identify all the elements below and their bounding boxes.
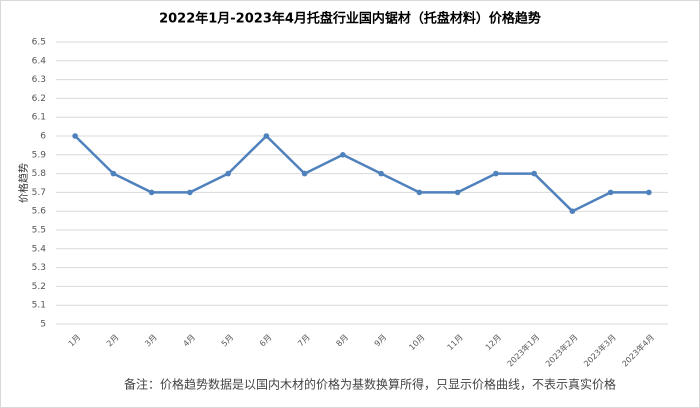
data-line [74,134,649,213]
y-tick-label: 5.3 [32,263,46,273]
y-tick-label: 6.5 [32,38,46,48]
y-tick-label: 5.2 [32,282,46,292]
data-point [110,170,117,177]
data-point [607,189,614,196]
y-tick-label: 6 [40,132,46,142]
data-point [569,208,576,214]
data-point [340,152,346,158]
chart-title: 2022年1月-2023年4月托盘行业国内锯材（托盘材料）价格趋势 [159,11,541,27]
data-point [225,170,231,177]
data-point [646,189,652,196]
y-tick-label: 6.1 [32,113,46,123]
data-point [378,170,384,177]
data-point [301,170,308,177]
data-point [454,189,461,196]
y-axis-label: 价格趋势 [17,163,30,203]
y-tick-label: 6.4 [32,56,47,66]
y-tick-label: 6.3 [32,75,46,85]
y-tick-label: 5.9 [32,150,47,160]
note: 备注：价格趋势数据是以国内木材的价格为基数换算所得，只显示价格曲线，不表示真实价… [124,377,616,392]
y-tick-label: 6.2 [32,94,46,104]
y-tick-label: 5 [40,320,46,330]
y-tick-label: 5.8 [32,169,47,179]
y-tick-label: 5.5 [32,226,46,236]
y-tick-label: 5.1 [32,301,46,311]
data-point [416,189,423,196]
data-point [72,133,78,139]
data-point [531,170,537,177]
data-point [148,189,155,196]
data-point [263,133,270,139]
data-point [493,170,499,177]
data-point [187,189,193,196]
y-tick-label: 5.6 [32,207,47,217]
y-tick-label: 5.4 [32,244,47,254]
y-tick-label: 5.7 [32,188,46,198]
